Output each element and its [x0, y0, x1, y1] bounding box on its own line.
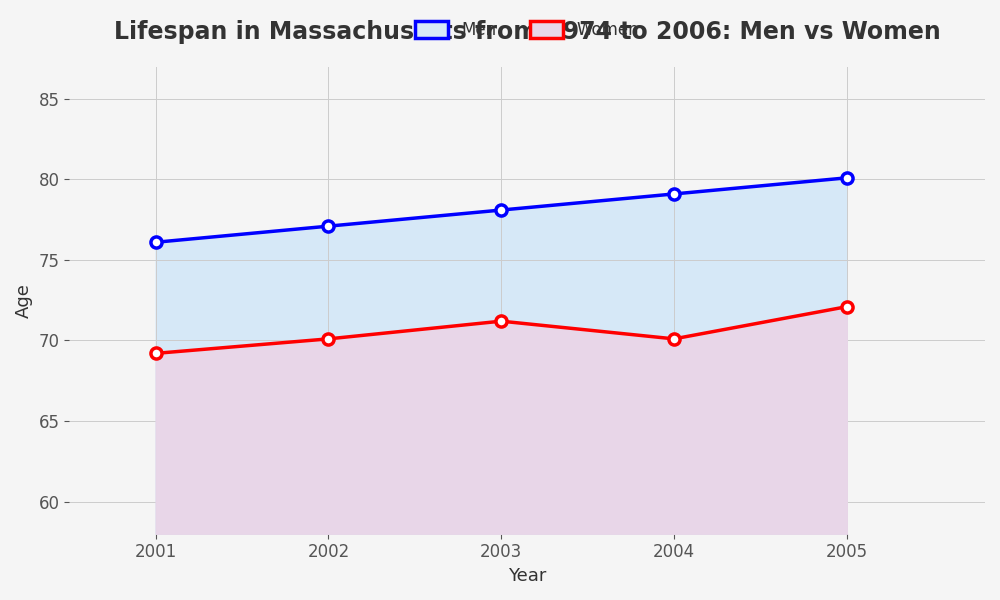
Title: Lifespan in Massachusetts from 1974 to 2006: Men vs Women: Lifespan in Massachusetts from 1974 to 2… [114, 20, 941, 44]
Y-axis label: Age: Age [15, 283, 33, 317]
Legend: Men, Women: Men, Women [408, 14, 646, 46]
X-axis label: Year: Year [508, 567, 546, 585]
